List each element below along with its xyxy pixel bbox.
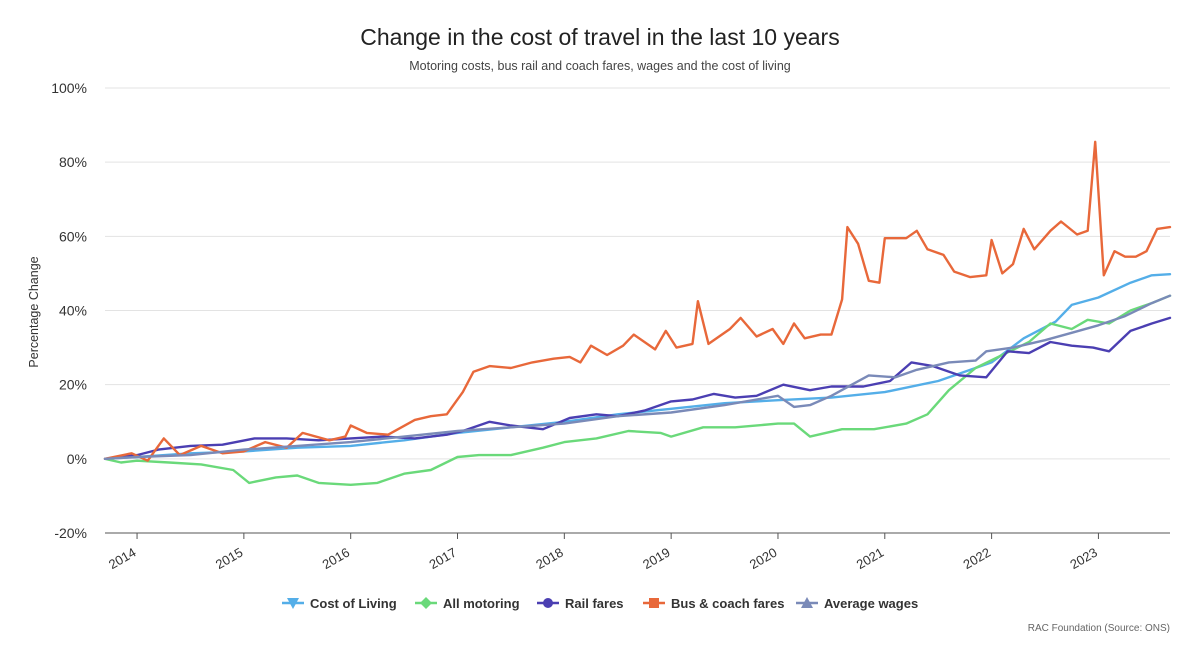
x-tick-label: 2015 bbox=[213, 545, 246, 572]
x-tick-label: 2020 bbox=[747, 545, 780, 572]
legend-marker-icon bbox=[287, 598, 299, 609]
series-line-2 bbox=[103, 316, 1172, 460]
legend-marker-icon bbox=[801, 597, 813, 608]
x-tick-label: 2016 bbox=[320, 545, 353, 572]
chart-credit: RAC Foundation (Source: ONS) bbox=[1027, 623, 1170, 634]
y-tick-label: 100% bbox=[51, 80, 87, 96]
x-tick-label: 2023 bbox=[1067, 545, 1100, 572]
x-tick-label: 2019 bbox=[640, 545, 673, 572]
x-axis: 2014 2015 2016 2017 2018 2019 2020 2021 2022 2023 bbox=[105, 532, 1170, 572]
legend-label: Rail fares bbox=[565, 596, 624, 611]
y-tick-label: 20% bbox=[59, 377, 87, 393]
x-tick-label: 2018 bbox=[533, 545, 566, 572]
chart-title: Change in the cost of travel in the last… bbox=[360, 24, 840, 50]
legend: Cost of Living All motoring Rail fares Bus … bbox=[282, 596, 918, 611]
y-axis-label: Percentage Change bbox=[27, 256, 41, 367]
legend-label: Average wages bbox=[824, 596, 918, 611]
legend-label: All motoring bbox=[443, 596, 520, 611]
series-line-1 bbox=[103, 294, 1172, 486]
legend-label: Cost of Living bbox=[310, 596, 397, 611]
legend-marker-icon bbox=[420, 597, 432, 609]
y-tick-label: -20% bbox=[54, 525, 87, 541]
legend-marker-icon bbox=[649, 598, 659, 608]
x-tick-label: 2014 bbox=[106, 545, 139, 572]
series-line-4 bbox=[103, 294, 1172, 460]
series-line-3 bbox=[103, 140, 1172, 462]
series-lines bbox=[103, 140, 1172, 486]
x-tick-label: 2022 bbox=[961, 545, 994, 572]
legend-item[interactable]: Average wages bbox=[796, 596, 918, 611]
y-tick-label: 60% bbox=[59, 228, 87, 244]
legend-item[interactable]: Cost of Living bbox=[282, 596, 397, 611]
legend-marker-icon bbox=[543, 598, 553, 608]
legend-item[interactable]: Bus & coach fares bbox=[643, 596, 784, 611]
x-tick-label: 2021 bbox=[854, 545, 887, 572]
gridlines bbox=[105, 87, 1170, 534]
series-line-0 bbox=[103, 273, 1172, 460]
y-tick-label: 40% bbox=[59, 303, 87, 319]
legend-label: Bus & coach fares bbox=[671, 596, 784, 611]
y-tick-label: 80% bbox=[59, 154, 87, 170]
legend-item[interactable]: Rail fares bbox=[537, 596, 624, 611]
chart-subtitle: Motoring costs, bus rail and coach fares… bbox=[409, 59, 791, 73]
y-axis-ticks: -20% 0% 20% 40% 60% 80% 100% bbox=[51, 80, 87, 541]
y-tick-label: 0% bbox=[67, 451, 87, 467]
x-tick-label: 2017 bbox=[426, 545, 459, 572]
legend-item[interactable]: All motoring bbox=[415, 596, 520, 611]
